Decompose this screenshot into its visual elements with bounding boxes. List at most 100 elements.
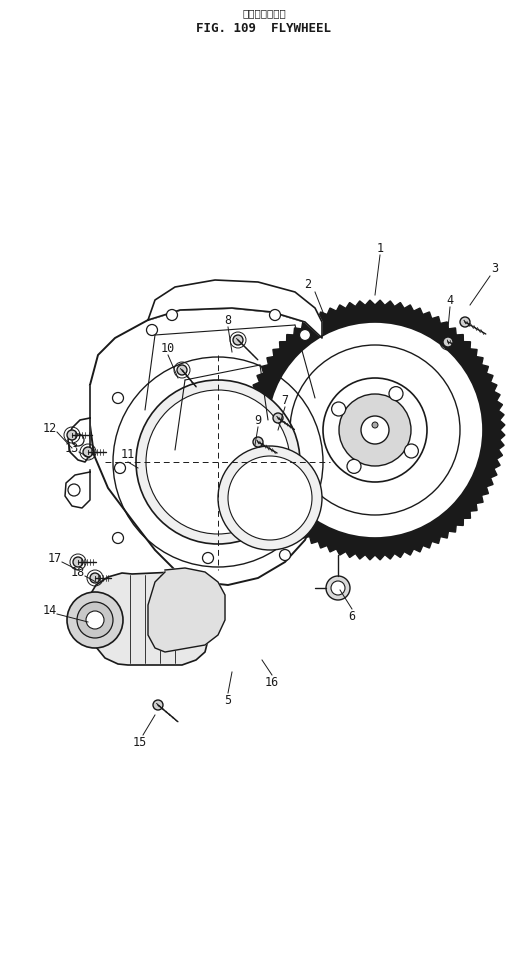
Circle shape bbox=[267, 322, 483, 538]
Polygon shape bbox=[400, 532, 414, 555]
Polygon shape bbox=[392, 303, 404, 325]
Text: 8: 8 bbox=[224, 313, 232, 327]
Circle shape bbox=[77, 602, 113, 638]
Polygon shape bbox=[279, 500, 299, 518]
Polygon shape bbox=[424, 316, 440, 338]
Circle shape bbox=[167, 309, 178, 321]
Polygon shape bbox=[457, 349, 477, 366]
Polygon shape bbox=[68, 385, 90, 462]
Text: 4: 4 bbox=[446, 293, 453, 307]
Polygon shape bbox=[451, 341, 470, 359]
Text: 18: 18 bbox=[71, 565, 85, 579]
Polygon shape bbox=[287, 506, 305, 526]
Circle shape bbox=[372, 422, 378, 428]
Polygon shape bbox=[267, 486, 288, 504]
Polygon shape bbox=[482, 438, 504, 450]
Circle shape bbox=[269, 309, 280, 321]
Text: 12: 12 bbox=[43, 422, 57, 434]
Polygon shape bbox=[246, 410, 268, 422]
Polygon shape bbox=[471, 373, 493, 388]
Polygon shape bbox=[392, 535, 404, 557]
Polygon shape bbox=[327, 530, 342, 552]
Polygon shape bbox=[400, 305, 414, 328]
Polygon shape bbox=[248, 447, 270, 459]
Polygon shape bbox=[273, 494, 293, 511]
Polygon shape bbox=[246, 438, 268, 450]
Circle shape bbox=[331, 581, 345, 595]
Polygon shape bbox=[261, 479, 283, 495]
Polygon shape bbox=[250, 456, 272, 469]
Polygon shape bbox=[148, 568, 225, 652]
Polygon shape bbox=[365, 537, 375, 560]
Circle shape bbox=[73, 557, 83, 567]
Circle shape bbox=[147, 325, 158, 335]
Text: 5: 5 bbox=[224, 694, 232, 706]
Text: 6: 6 bbox=[349, 609, 355, 623]
Polygon shape bbox=[355, 536, 367, 559]
Circle shape bbox=[299, 330, 311, 340]
Polygon shape bbox=[480, 401, 503, 413]
Polygon shape bbox=[384, 536, 395, 559]
Polygon shape bbox=[346, 535, 358, 557]
Circle shape bbox=[113, 392, 123, 404]
Polygon shape bbox=[302, 517, 318, 538]
Circle shape bbox=[68, 484, 80, 496]
Polygon shape bbox=[302, 322, 318, 343]
Circle shape bbox=[347, 459, 361, 474]
Circle shape bbox=[176, 596, 220, 640]
Text: フライホイール: フライホイール bbox=[242, 8, 286, 18]
Polygon shape bbox=[475, 463, 497, 478]
Circle shape bbox=[218, 446, 322, 550]
Polygon shape bbox=[273, 349, 293, 366]
Polygon shape bbox=[355, 301, 367, 323]
Polygon shape bbox=[416, 312, 432, 333]
Polygon shape bbox=[432, 322, 449, 343]
Polygon shape bbox=[250, 391, 272, 405]
Circle shape bbox=[113, 532, 123, 544]
Circle shape bbox=[153, 700, 163, 710]
Text: 13: 13 bbox=[65, 441, 79, 455]
Circle shape bbox=[339, 394, 411, 466]
Polygon shape bbox=[90, 308, 330, 585]
Circle shape bbox=[361, 416, 389, 444]
Polygon shape bbox=[248, 401, 270, 413]
Polygon shape bbox=[471, 471, 493, 487]
Circle shape bbox=[136, 380, 300, 544]
Text: 7: 7 bbox=[281, 393, 288, 407]
Polygon shape bbox=[346, 303, 358, 325]
Text: 3: 3 bbox=[491, 261, 498, 275]
Polygon shape bbox=[478, 391, 500, 405]
Circle shape bbox=[146, 390, 290, 534]
Text: 15: 15 bbox=[133, 735, 147, 749]
Polygon shape bbox=[424, 522, 440, 543]
Polygon shape bbox=[482, 430, 505, 440]
Circle shape bbox=[290, 345, 460, 515]
Circle shape bbox=[279, 550, 290, 560]
Polygon shape bbox=[318, 312, 334, 333]
Polygon shape bbox=[336, 532, 350, 555]
Polygon shape bbox=[267, 357, 288, 374]
Circle shape bbox=[186, 606, 210, 630]
Circle shape bbox=[326, 576, 350, 600]
Polygon shape bbox=[457, 494, 477, 511]
Circle shape bbox=[90, 573, 100, 583]
Circle shape bbox=[228, 456, 312, 540]
Polygon shape bbox=[467, 479, 488, 495]
Circle shape bbox=[323, 378, 427, 482]
Polygon shape bbox=[257, 471, 279, 487]
Circle shape bbox=[332, 402, 345, 416]
Circle shape bbox=[72, 434, 84, 446]
Polygon shape bbox=[445, 506, 463, 526]
Polygon shape bbox=[327, 308, 342, 331]
Polygon shape bbox=[318, 527, 334, 548]
Polygon shape bbox=[309, 522, 326, 543]
Polygon shape bbox=[482, 410, 504, 422]
Polygon shape bbox=[375, 300, 385, 322]
Polygon shape bbox=[148, 280, 322, 338]
Polygon shape bbox=[467, 364, 488, 381]
Polygon shape bbox=[432, 517, 449, 538]
Text: 11: 11 bbox=[121, 449, 135, 461]
Polygon shape bbox=[384, 301, 395, 323]
Circle shape bbox=[253, 437, 263, 447]
Polygon shape bbox=[257, 373, 279, 388]
